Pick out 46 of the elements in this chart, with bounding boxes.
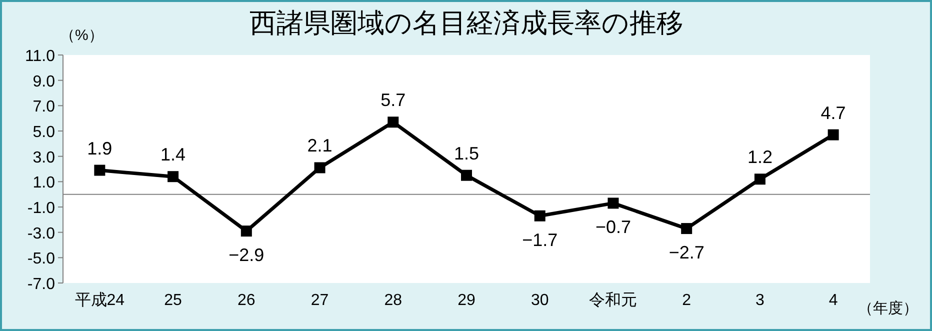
point <box>461 170 472 181</box>
point <box>754 174 766 185</box>
y-tick-label: 5.0 <box>32 124 56 141</box>
x-tick-label: 令和元 <box>589 291 638 309</box>
data-label: 1.2 <box>747 147 772 168</box>
y-tick-label: 3.0 <box>32 149 56 166</box>
y-tick-label: 7.0 <box>32 98 56 116</box>
data-label: −0.7 <box>595 217 631 238</box>
point <box>94 164 106 176</box>
y-tick-label: -7.0 <box>27 276 56 293</box>
point <box>828 129 839 140</box>
data-label: 2.1 <box>307 136 332 156</box>
data-label: 1.9 <box>87 138 112 158</box>
data-label: 4.7 <box>820 102 846 123</box>
y-tick-label: -3.0 <box>27 225 56 242</box>
y-tick-label: 1.0 <box>32 174 56 192</box>
y-axis-title: （%） <box>60 27 104 44</box>
x-tick-label: 29 <box>458 292 476 309</box>
data-label: 5.7 <box>380 90 406 110</box>
x-tick-label: 25 <box>164 292 182 309</box>
point <box>314 162 326 174</box>
x-tick-label: 4 <box>828 292 838 309</box>
y-tick-label: -1.0 <box>27 200 56 217</box>
y-tick-label: 9.0 <box>32 73 56 90</box>
y-tick-label: 11.0 <box>25 48 56 65</box>
point <box>388 116 399 128</box>
x-tick-label: 2 <box>682 292 692 309</box>
x-tick-label: 平成24 <box>74 291 125 309</box>
point <box>608 198 619 209</box>
x-tick-label: 3 <box>756 292 764 309</box>
point <box>681 223 692 234</box>
data-label: −2.7 <box>668 242 704 263</box>
x-axis-title: （年度） <box>858 300 918 317</box>
x-tick-label: 30 <box>530 292 549 309</box>
point <box>534 210 546 222</box>
data-label: 1.5 <box>454 143 480 164</box>
y-tick-label: -5.0 <box>27 250 56 268</box>
point <box>240 226 252 237</box>
chart-title: 西諸県圏域の名目経済成長率の推移 <box>250 8 684 38</box>
point <box>168 171 179 182</box>
x-tick-label: 26 <box>238 292 256 309</box>
data-label: −2.9 <box>228 245 264 266</box>
data-label: 1.4 <box>160 144 186 165</box>
x-tick-label: 27 <box>310 292 329 309</box>
x-tick-label: 28 <box>384 292 402 309</box>
data-label: −1.7 <box>522 230 558 250</box>
